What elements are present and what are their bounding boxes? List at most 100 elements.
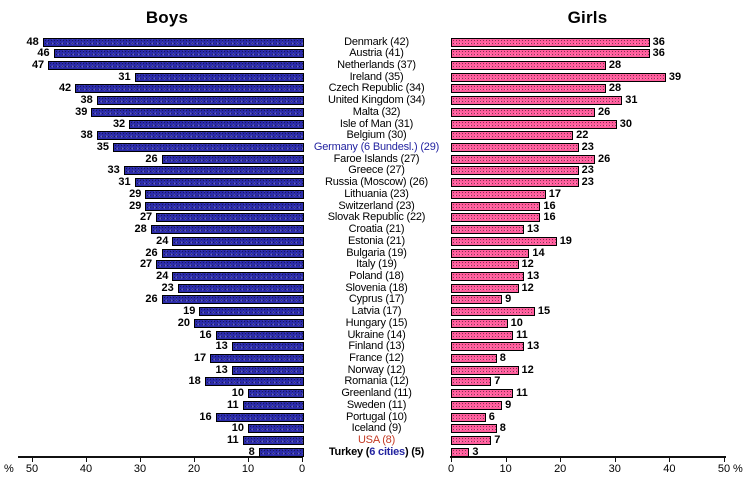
boys-value: 29 <box>129 199 142 212</box>
x-axis-tick-label: 10 <box>241 463 255 475</box>
country-label: Poland (18) <box>349 269 404 282</box>
country-label: Germany (6 Bundesl.) (29) <box>313 141 440 153</box>
girls-bar <box>451 377 492 387</box>
boys-bar <box>242 436 304 445</box>
boys-value: 23 <box>161 281 174 294</box>
girls-bar <box>451 330 514 340</box>
boys-value: 26 <box>145 293 158 306</box>
girls-value: 26 <box>598 105 611 118</box>
girls-value: 26 <box>598 152 611 165</box>
country-label: Slovak Republic (22) <box>327 211 426 224</box>
boys-bar <box>161 248 304 258</box>
girls-value: 28 <box>608 58 622 71</box>
x-axis-tick <box>86 458 87 462</box>
x-axis-tick <box>614 458 616 462</box>
girls-value: 22 <box>576 129 589 142</box>
girls-bar <box>451 107 595 117</box>
girls-value: 6 <box>488 410 495 423</box>
boys-bar <box>258 447 304 457</box>
boys-bar <box>204 377 304 387</box>
boys-bar <box>123 166 304 176</box>
boys-value: 18 <box>188 375 201 388</box>
boys-value: 20 <box>177 316 190 329</box>
girls-bar <box>451 365 519 375</box>
boys-value: 31 <box>118 176 131 189</box>
percent-sign-right: % <box>733 463 743 475</box>
boys-value: 10 <box>231 387 244 400</box>
country-label: Bulgaria (19) <box>346 246 407 259</box>
girls-bar <box>451 131 574 141</box>
boys-value: 8 <box>248 445 255 458</box>
boys-bar <box>145 189 304 199</box>
girls-bar <box>451 84 606 94</box>
girls-value: 13 <box>527 340 540 353</box>
girls-value: 8 <box>499 351 506 364</box>
x-axis-tick-label: 40 <box>79 463 93 475</box>
boys-value: 32 <box>112 117 126 130</box>
girls-bar <box>451 436 492 445</box>
boys-bar <box>48 60 304 70</box>
country-label: Turkey (6 cities) (5) <box>328 445 425 458</box>
x-axis-tick-label: 10 <box>499 463 512 475</box>
country-label: Finland (13) <box>348 340 405 353</box>
country-label: Norway (12) <box>347 363 406 376</box>
girls-value: 11 <box>516 387 528 400</box>
country-label: Faroe Islands (27) <box>333 152 420 165</box>
country-label: Hungary (15) <box>345 316 408 329</box>
boys-value: 46 <box>37 47 50 60</box>
girls-bar <box>451 447 470 457</box>
boys-bar <box>177 283 304 293</box>
boys-value: 24 <box>156 234 169 247</box>
girls-bar <box>451 189 546 199</box>
girls-bar <box>451 307 535 317</box>
boys-bar <box>156 260 304 270</box>
percent-sign-left: % <box>4 463 14 475</box>
boys-bar <box>215 412 304 422</box>
girls-bar <box>451 283 519 293</box>
girls-value: 28 <box>608 82 622 95</box>
girls-bar <box>451 37 650 47</box>
x-axis-tick <box>194 458 195 462</box>
country-label: Ukraine (14) <box>347 328 406 341</box>
boys-value: 33 <box>107 164 120 177</box>
boys-value: 24 <box>156 269 169 282</box>
girls-bar <box>451 295 503 305</box>
boys-bar <box>248 424 304 434</box>
x-axis-tick-label: 0 <box>298 463 306 475</box>
boys-x-axis <box>18 456 303 458</box>
boys-bar <box>134 178 304 188</box>
girls-value: 36 <box>652 47 665 60</box>
boys-bar <box>161 154 304 164</box>
girls-bar <box>451 236 557 246</box>
country-label: USA (8) <box>357 434 396 446</box>
boys-bar <box>194 318 304 328</box>
x-axis-tick-label: 0 <box>447 463 455 475</box>
x-axis-tick-label: 30 <box>133 463 147 475</box>
girls-bar <box>451 154 595 164</box>
country-label: Iceland (9) <box>351 422 402 435</box>
boys-value: 27 <box>139 258 153 271</box>
girls-value: 23 <box>581 176 594 189</box>
boys-bar <box>172 236 304 246</box>
girls-bar <box>451 213 541 223</box>
girls-bar <box>451 72 666 82</box>
girls-value: 12 <box>521 281 534 294</box>
girls-bar <box>451 424 497 434</box>
girls-bar <box>451 389 514 399</box>
boys-value: 19 <box>183 305 196 318</box>
x-axis-tick-label: 50 <box>717 463 731 475</box>
girls-value: 14 <box>532 246 545 259</box>
x-axis-tick <box>140 458 141 462</box>
boys-bar <box>150 225 304 234</box>
boys-value: 16 <box>199 328 212 341</box>
boys-value: 42 <box>58 82 72 95</box>
country-label: Lithuania (23) <box>344 187 409 200</box>
girls-value: 11 <box>516 328 528 341</box>
boys-bar <box>231 342 304 352</box>
boys-value: 35 <box>96 141 109 153</box>
girls-value: 31 <box>625 94 638 107</box>
x-axis-tick-label: 30 <box>608 463 621 475</box>
girls-value: 36 <box>652 35 665 48</box>
girls-bar <box>451 143 579 152</box>
country-label: Slovenia (18) <box>345 281 408 294</box>
